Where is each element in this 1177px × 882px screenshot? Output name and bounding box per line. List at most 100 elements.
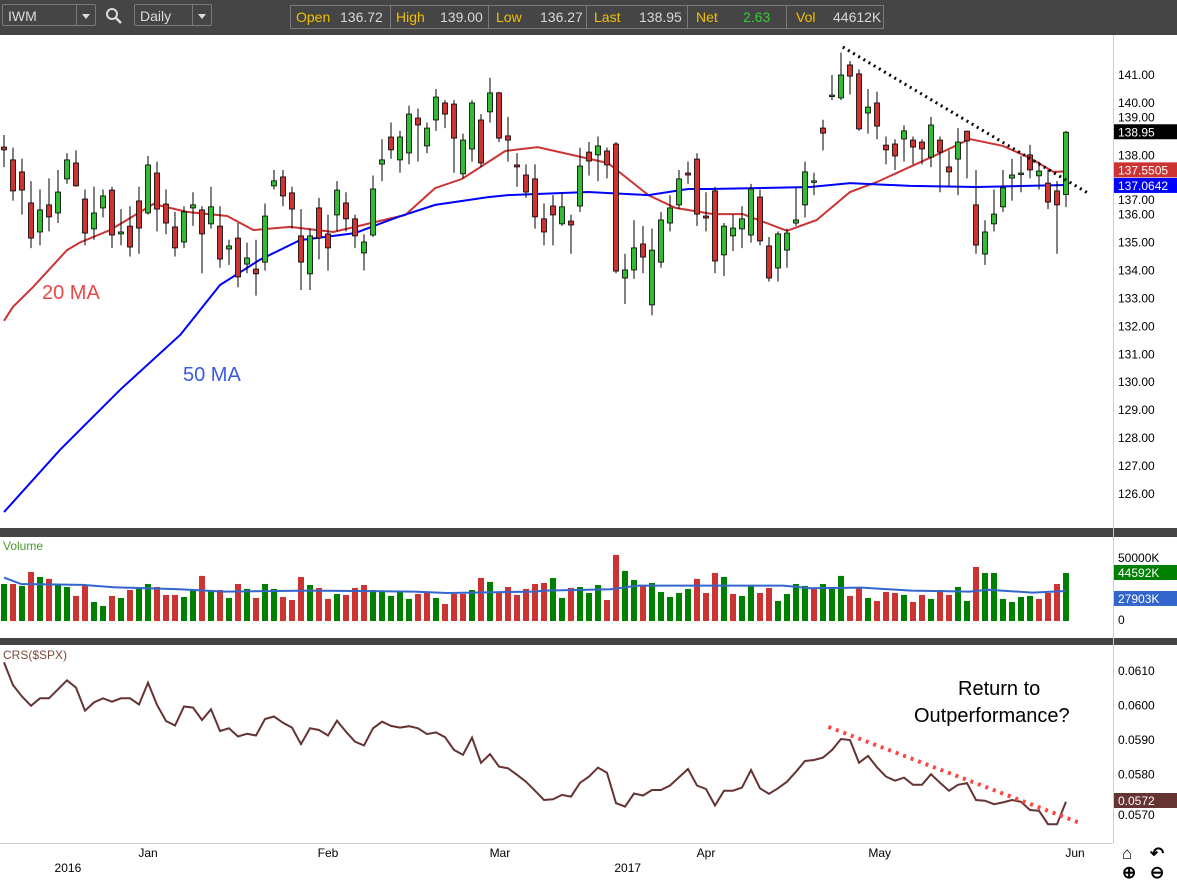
volume-bar [1045,593,1051,621]
candle-body [964,130,970,142]
candle [541,203,547,246]
volume-bar [811,588,817,621]
candle [874,91,880,140]
volume-bar [163,594,169,621]
pane-divider[interactable] [0,638,1177,645]
undo-icon[interactable]: ↶ [1150,844,1165,863]
volume-bar [604,600,610,621]
pane-divider[interactable] [0,528,1177,537]
ma50-line [3,182,1067,513]
candle [424,122,430,154]
candle-body [532,178,538,218]
x-tick-month: May [868,846,891,860]
candle-body [766,245,772,279]
candle [199,206,205,274]
volume-bar [190,589,196,621]
volume-tick-label: 0 [1118,613,1125,627]
high-label: High [396,9,425,25]
candle [514,153,520,187]
x-tick-year: 2016 [55,861,82,875]
candle-body [343,202,349,220]
volume-bar [154,586,160,621]
volume-bar [1036,598,1042,621]
candle-body [703,215,709,219]
candle [577,147,583,212]
symbol-input[interactable]: IWM [2,4,96,26]
candle [919,139,925,165]
x-tick-month: Mar [490,846,511,860]
zoom-in-icon[interactable]: ⊕ [1122,863,1137,882]
candle-body [1000,187,1006,208]
candle [379,139,385,182]
candle-body [496,92,502,139]
volume-bar [874,600,880,621]
candle-body [298,235,304,263]
candle [235,223,241,288]
candle [892,139,898,170]
candle [91,186,97,240]
candle [1009,158,1015,201]
candle [694,153,700,226]
volume-bar [10,583,16,621]
candle [964,130,970,179]
volume-bar [253,597,259,621]
last-label: Last [594,9,621,25]
candle-body [892,143,898,157]
volume-bar [703,593,709,621]
volume-bar [496,591,502,621]
candle-body [712,190,718,262]
candle-body [847,64,853,77]
volume-bar [181,596,187,621]
candle-body [748,188,754,236]
crs-tick-label: 0.0600 [1118,699,1155,713]
volume-bar [919,594,925,621]
symbol-dropdown-arrow-icon[interactable] [76,5,95,25]
crs-tick-label: 0.0570 [1118,808,1155,822]
volume-bar [370,589,376,621]
volume-ma-label: 27903K [1118,592,1159,606]
candle-body [55,191,61,214]
interval-select[interactable]: Daily [134,4,212,26]
volume-bar [91,601,97,621]
candle-body [307,235,313,275]
search-icon[interactable] [105,7,123,25]
volume-bar [505,586,511,621]
candle [991,189,997,232]
home-icon[interactable]: ⌂ [1122,844,1133,863]
volume-bar [730,593,736,621]
interval-dropdown-arrow-icon[interactable] [192,5,211,25]
candle [550,195,556,246]
candle-body [865,106,871,114]
candle-body [1018,172,1024,175]
candle-body [208,206,214,225]
volume-bar [352,587,358,621]
candle-body [802,171,808,206]
candle-body [487,92,493,113]
candle-body [163,203,169,224]
volume-pane [1,554,1069,621]
candle [973,169,979,254]
candle-body [199,209,205,235]
crs-last-label: 0.0572 [1118,794,1155,808]
volume-bar [667,596,673,621]
candle [262,203,268,271]
candle [1027,144,1033,179]
volume-tick-label: 50000K [1118,551,1159,565]
candle [712,186,718,274]
volume-title: Volume [3,539,43,553]
volume-bar [136,588,142,621]
candle-body [946,166,952,173]
volume-bar [1009,601,1015,621]
candle [730,214,736,251]
candle-body [685,172,691,176]
candle-body [217,225,223,260]
candle [829,75,835,101]
zoom-out-icon[interactable]: ⊖ [1150,863,1165,882]
candle [532,164,538,229]
candle [775,231,781,282]
candle-body [640,243,646,258]
candle [352,214,358,249]
candle-body [649,249,655,306]
candle-body [820,127,826,134]
